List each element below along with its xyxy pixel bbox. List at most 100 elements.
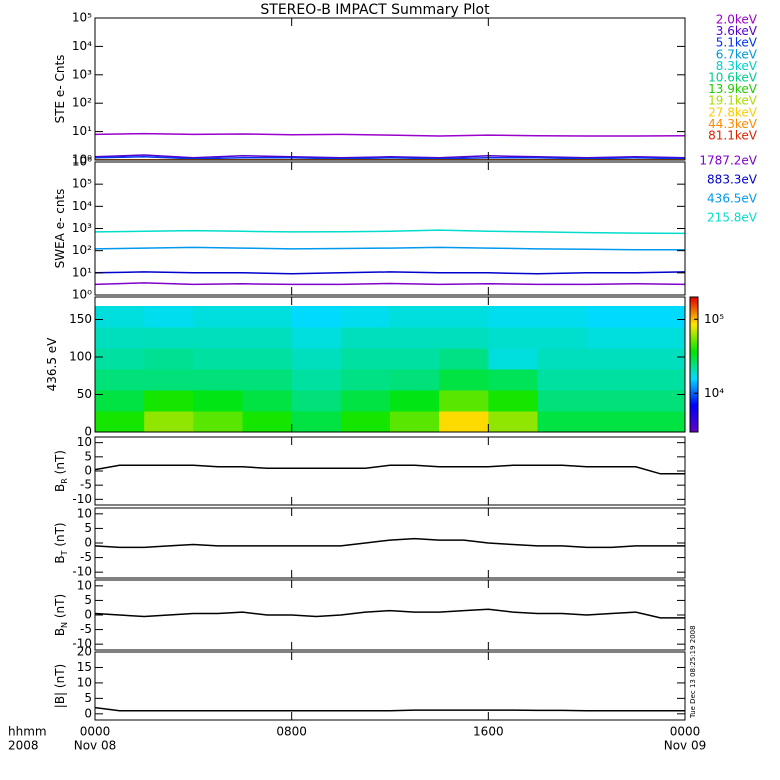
heatmap-cell xyxy=(537,390,588,412)
heatmap-cell xyxy=(193,411,243,432)
heatmap-cell xyxy=(488,390,538,412)
heatmap-cell xyxy=(95,348,145,370)
plot-area xyxy=(95,464,685,475)
x-date-label: Nov 08 xyxy=(74,739,117,753)
y-axis-label: BR (nT) xyxy=(53,450,70,492)
colorbar-step xyxy=(690,382,698,386)
colorbar-step xyxy=(690,423,698,426)
y-tick-label: 0 xyxy=(84,608,92,622)
colorbar-step xyxy=(690,396,698,399)
colorbar-step xyxy=(690,348,698,352)
y-tick-label: 5 xyxy=(84,593,92,607)
y-tick-label: 10³ xyxy=(72,67,92,81)
colorbar-step xyxy=(690,414,698,417)
heatmap-cell xyxy=(488,411,538,432)
legend-entry: 2.0keV xyxy=(716,13,758,27)
x-tick-label: 0000 xyxy=(80,725,111,739)
y-tick-label: -10 xyxy=(72,492,92,506)
y-tick-label: 100 xyxy=(69,350,92,364)
colorbar-step xyxy=(690,319,698,323)
y-tick-label: 10⁵ xyxy=(72,177,92,191)
heatmap-cell xyxy=(340,348,391,370)
y-tick-label: 10¹ xyxy=(72,265,92,279)
colorbar-step xyxy=(690,339,698,343)
colorbar-step xyxy=(690,308,698,311)
colorbar-step xyxy=(690,371,698,374)
heatmap-cell xyxy=(340,327,391,349)
heatmap-cell xyxy=(144,411,194,432)
y-axis-label: BN (nT) xyxy=(53,594,70,636)
legend-entry: 3.6keV xyxy=(716,24,758,38)
y-tick-label: 10⁰ xyxy=(72,153,92,167)
heatmap-cell xyxy=(586,390,637,412)
colorbar-step xyxy=(690,346,698,350)
y-tick-label: 0 xyxy=(84,425,92,439)
colorbar-step xyxy=(690,303,698,307)
y-tick-label: 10⁴ xyxy=(72,199,92,213)
colorbar-step xyxy=(690,301,698,305)
heatmap-cell xyxy=(291,327,342,349)
legend-entry: 27.8keV xyxy=(708,105,758,119)
y-axis-label-part: R xyxy=(60,478,69,484)
heatmap-cell xyxy=(242,348,293,370)
colorbar-step xyxy=(690,427,698,431)
heatmap-cell xyxy=(291,306,342,328)
heatmap-cell xyxy=(537,306,588,328)
heatmap-cell xyxy=(340,369,391,391)
heatmap-cell xyxy=(635,390,685,412)
panel-frame xyxy=(94,651,686,721)
heatmap-cell xyxy=(390,348,440,370)
colorbar-step xyxy=(690,373,698,377)
plot-area xyxy=(95,306,685,432)
colorbar-step xyxy=(690,402,698,406)
colorbar-step xyxy=(690,429,698,433)
y-tick-label: 5 xyxy=(84,691,92,705)
colorbar-step xyxy=(690,335,698,338)
colorbar-step xyxy=(690,326,698,329)
colorbar-step xyxy=(690,310,698,314)
series-line xyxy=(95,246,685,251)
y-tick-label: -5 xyxy=(80,622,92,636)
colorbar-step xyxy=(690,387,698,390)
heatmap-cell xyxy=(635,348,685,370)
colorbar-step xyxy=(690,384,698,388)
heatmap-cell xyxy=(439,327,489,349)
y-tick-label: 5 xyxy=(84,521,92,535)
series-line xyxy=(95,706,685,712)
colorbar-step xyxy=(690,411,698,415)
heatmap-cell xyxy=(439,369,489,391)
y-tick-label: 20 xyxy=(77,645,92,659)
heatmap-cell xyxy=(95,390,145,412)
y-axis-label: |B| (nT) xyxy=(53,664,67,708)
legend-entry: 13.9keV xyxy=(708,82,758,96)
y-axis-label: SWEA e- cnts xyxy=(53,189,67,269)
y-tick-label: 10¹ xyxy=(72,124,92,138)
y-tick-label: 5 xyxy=(84,449,92,463)
heatmap-cell xyxy=(291,348,342,370)
colorbar-step xyxy=(690,389,698,392)
heatmap-cell xyxy=(340,306,391,328)
heatmap-cell xyxy=(144,327,194,349)
y-axis-label-part: T xyxy=(60,550,69,556)
colorbar-step xyxy=(690,312,698,316)
colorbar-step xyxy=(690,425,698,428)
heatmap-cell xyxy=(95,369,145,391)
colorbar-step xyxy=(690,416,698,419)
legend-entry: 44.3keV xyxy=(708,117,758,131)
heatmap-cell xyxy=(439,390,489,412)
legend-entry: 1787.2eV xyxy=(699,154,757,168)
heatmap-cell xyxy=(537,327,588,349)
colorbar-tick-label: 10⁴ xyxy=(704,386,724,400)
panel-frame xyxy=(94,507,686,579)
plot-area xyxy=(95,229,685,286)
colorbar-step xyxy=(690,378,698,381)
plot-area xyxy=(95,132,685,160)
colorbar-step xyxy=(690,330,698,334)
series-line xyxy=(95,271,685,275)
x-tick-label: 0000 xyxy=(670,725,701,739)
colorbar-step xyxy=(690,333,698,336)
colorbar-step xyxy=(690,321,698,325)
heatmap-cell xyxy=(390,327,440,349)
heatmap-cell xyxy=(242,411,293,432)
